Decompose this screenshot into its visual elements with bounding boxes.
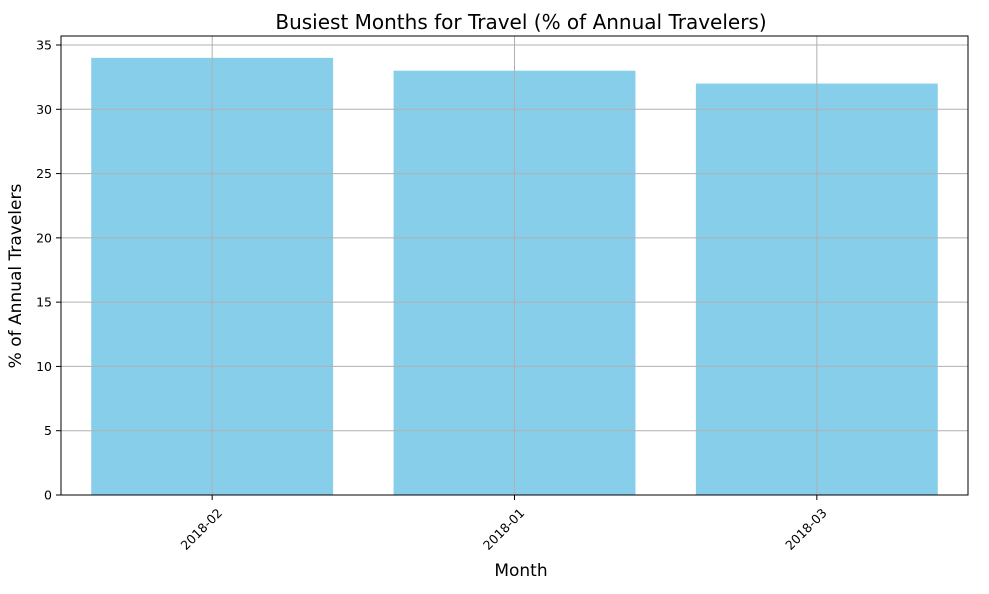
- chart-title: Busiest Months for Travel (% of Annual T…: [275, 10, 766, 34]
- x-tick-label: 2018-02: [178, 505, 226, 553]
- y-tick-label: 35: [36, 38, 52, 53]
- x-tick-label: 2018-03: [782, 505, 830, 553]
- y-axis-label: % of Annual Travelers: [6, 184, 26, 369]
- y-tick-label: 30: [36, 102, 52, 117]
- x-axis-label: Month: [494, 561, 547, 581]
- axes-layer: [60, 35, 969, 496]
- y-tick-label: 0: [44, 488, 52, 503]
- y-tick-label: 25: [36, 166, 52, 181]
- y-tick-label: 15: [36, 295, 52, 310]
- y-tick-label: 20: [36, 230, 52, 245]
- y-tick-label: 5: [44, 423, 52, 438]
- y-tick-label: 10: [36, 359, 52, 374]
- x-tick-label: 2018-01: [480, 505, 528, 553]
